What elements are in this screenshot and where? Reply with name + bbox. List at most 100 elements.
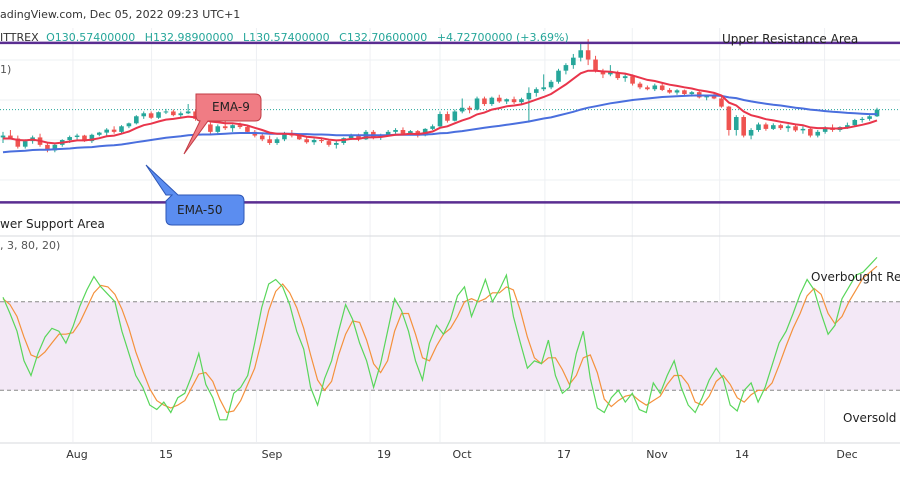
candle-body — [630, 76, 635, 84]
candle-body — [0, 135, 6, 138]
x-tick-label: Nov — [646, 448, 668, 461]
candle-body — [326, 141, 332, 145]
candle-body — [800, 128, 806, 131]
x-tick-label: Oct — [452, 448, 472, 461]
candle-body — [89, 134, 95, 142]
low-value: L130.57400000 — [243, 31, 330, 44]
top-indicator-params: 1) — [0, 63, 11, 76]
ema-50-callout: EMA-50 — [145, 164, 245, 226]
candle-body — [615, 72, 621, 79]
candle-body — [674, 90, 680, 93]
x-tick-labels: Aug 15 Sep 19 Oct 17 Nov 14 Dec — [66, 448, 857, 461]
candle-body — [467, 107, 472, 110]
candle-body — [348, 135, 354, 139]
x-tick-label: Aug — [66, 448, 87, 461]
candle-body — [600, 70, 606, 75]
candle-body — [445, 114, 450, 121]
candle-body — [74, 135, 80, 138]
candle-body — [259, 135, 265, 140]
candle-body — [563, 65, 569, 71]
x-tick-label: 17 — [557, 448, 571, 461]
candle-body — [67, 137, 72, 141]
x-tick-label: 15 — [159, 448, 173, 461]
stoch-d-line — [2, 265, 878, 414]
candle-body — [334, 142, 339, 145]
candle-body — [319, 140, 324, 142]
upper-resistance-label: Upper Resistance Area — [722, 32, 858, 46]
lower-support-label: wer Support Area — [0, 217, 105, 231]
candle-body — [845, 125, 850, 128]
candle-body — [104, 129, 109, 133]
candle-body — [793, 126, 798, 131]
candle-body — [852, 119, 858, 126]
candle-body — [430, 126, 435, 129]
candle-body — [682, 90, 687, 95]
candle-body — [230, 125, 235, 129]
candle-body — [645, 87, 650, 90]
candle-body — [245, 127, 250, 132]
candle-body — [541, 87, 546, 90]
candle-body — [82, 135, 87, 142]
candle-body — [489, 97, 495, 105]
candle-body — [659, 85, 665, 90]
ema-9-callout: EMA-9 — [183, 93, 262, 155]
stoch-k-line — [2, 256, 878, 421]
candle-body — [482, 98, 487, 105]
x-tick-label: 19 — [377, 448, 391, 461]
header-source: adingView.com, Dec 05, 2022 09:23 UTC+1 — [0, 8, 240, 21]
candle-body — [608, 72, 613, 75]
stochastic-band — [0, 301, 900, 391]
candle-body — [134, 116, 139, 124]
candle-body — [593, 59, 598, 71]
x-tick-label: Dec — [836, 448, 857, 461]
candle-body — [459, 107, 465, 112]
stoch-params: , 3, 80, 20) — [0, 239, 60, 252]
open-value: O130.57400000 — [46, 31, 135, 44]
header-ohlc: ITTREX O130.57400000 H132.98900000 L130.… — [0, 31, 569, 44]
candle-body — [808, 128, 813, 136]
candle-body — [119, 126, 124, 132]
candle-body — [178, 113, 184, 116]
candle-body — [756, 124, 761, 130]
candle-body — [726, 106, 732, 130]
candle-body — [815, 131, 821, 136]
candle-body — [126, 123, 132, 127]
candle-body — [496, 97, 502, 102]
candle-body — [874, 109, 880, 117]
candle-body — [111, 129, 117, 132]
symbol-text: ITTREX — [0, 31, 39, 44]
candle-body — [719, 98, 724, 107]
candle-body — [748, 130, 754, 136]
candle-body — [274, 139, 280, 143]
candle-body — [96, 132, 102, 135]
change-value: +4.72700000 (+3.69%) — [437, 31, 569, 44]
candle-body — [571, 57, 576, 66]
candle-body — [822, 127, 828, 132]
ema-9-callout-label: EMA-9 — [212, 100, 250, 114]
candle-body — [356, 135, 361, 140]
close-value: C132.70600000 — [339, 31, 427, 44]
candle-body — [171, 111, 176, 116]
candle-body — [215, 126, 221, 132]
candle-body — [408, 131, 413, 134]
candle-body — [741, 117, 746, 136]
candle-body — [474, 98, 480, 110]
overbought-label: Overbought Reg — [811, 270, 900, 284]
candle-body — [296, 135, 302, 140]
candle-body — [282, 133, 287, 140]
candle-body — [867, 116, 872, 119]
candle-body — [156, 112, 161, 118]
candles-group — [0, 39, 880, 153]
candle-body — [785, 126, 791, 129]
candle-body — [533, 89, 539, 93]
candle-body — [637, 83, 643, 88]
candle-body — [548, 81, 554, 88]
candle-body — [452, 111, 458, 121]
candle-body — [519, 99, 524, 103]
candle-body — [504, 99, 509, 102]
candle-body — [578, 50, 584, 58]
candle-body — [8, 135, 13, 139]
candle-body — [652, 85, 658, 90]
candle-body — [163, 111, 169, 113]
